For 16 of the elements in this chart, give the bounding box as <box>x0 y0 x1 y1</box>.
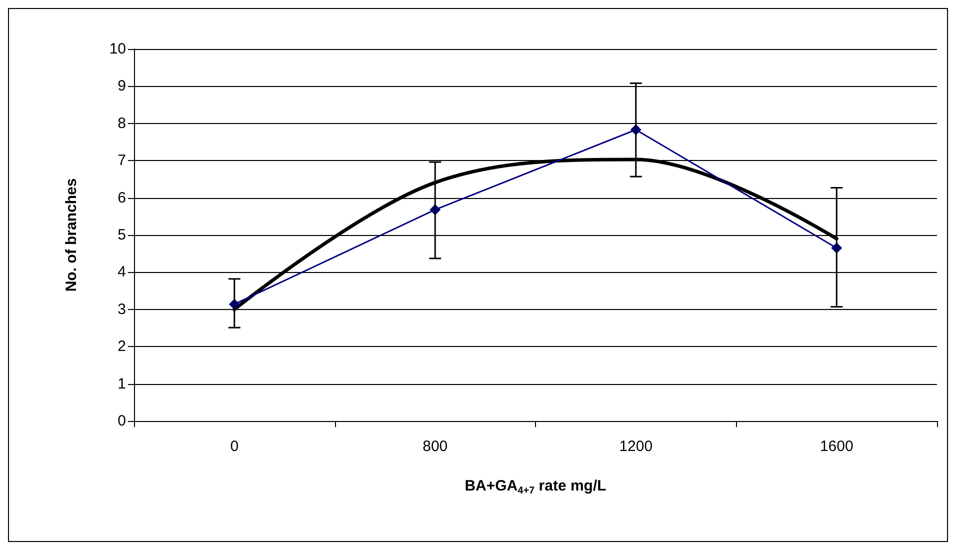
y-tick-label: 6 <box>118 189 126 206</box>
x-tick-label: 1600 <box>820 438 854 455</box>
y-tick-label: 3 <box>118 300 126 318</box>
y-tick-label: 7 <box>118 152 126 170</box>
x-tick-label: 1200 <box>619 438 653 455</box>
x-tick-label: 800 <box>422 438 448 455</box>
y-tick-label: 10 <box>109 40 126 58</box>
y-tick-label: 5 <box>118 226 126 244</box>
y-tick-label: 2 <box>118 338 126 356</box>
y-tick-label: 1 <box>118 375 126 392</box>
y-tick-label: 4 <box>118 264 126 281</box>
y-tick-label: 9 <box>118 78 126 95</box>
y-tick-label: 8 <box>118 114 126 132</box>
y-tick-label: 0 <box>118 412 126 430</box>
x-tick-label: 0 <box>230 438 239 455</box>
y-axis-title: No. of branches <box>63 178 80 292</box>
